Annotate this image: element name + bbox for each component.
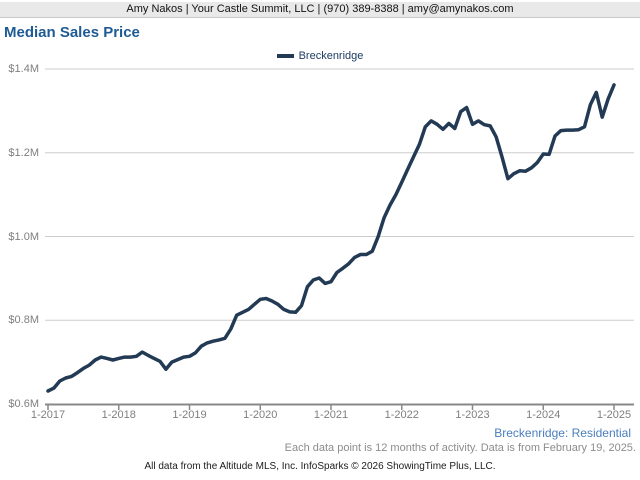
y-tick-label: $0.6M xyxy=(8,398,39,410)
x-tick-label: 1-2017 xyxy=(30,409,66,421)
x-tick-label: 1-2022 xyxy=(384,409,419,421)
x-tick-label: 1-2021 xyxy=(313,409,349,421)
x-tick-label: 1-2025 xyxy=(596,409,632,421)
legend: Breckenridge xyxy=(0,50,640,62)
x-tick-label: 1-2018 xyxy=(101,409,136,421)
copyright-footer: All data from the Altitude MLS, Inc. Inf… xyxy=(144,461,496,472)
agent-contact-header: Amy Nakos | Your Castle Summit, LLC | (9… xyxy=(0,2,640,18)
x-tick-label: 1-2024 xyxy=(526,409,561,421)
series-note: Breckenridge: Residential xyxy=(494,426,631,440)
x-tick-label: 1-2019 xyxy=(172,409,207,421)
data-note: Each data point is 12 months of activity… xyxy=(284,442,636,454)
breckenridge-series-line xyxy=(46,83,616,393)
legend-line-swatch xyxy=(276,54,294,58)
y-tick-label: $0.8M xyxy=(8,314,39,327)
x-tick-label: 1-2023 xyxy=(455,409,490,421)
y-tick-label: $1.0M xyxy=(8,230,39,243)
x-tick-label: 1-2020 xyxy=(243,409,278,421)
legend-label: Breckenridge xyxy=(298,50,364,62)
y-tick-label: $1.4M xyxy=(8,63,39,75)
y-tick-label: $1.2M xyxy=(8,146,39,159)
page-title: Median Sales Price xyxy=(4,24,140,41)
agent-contact-text: Amy Nakos | Your Castle Summit, LLC | (9… xyxy=(126,3,514,15)
